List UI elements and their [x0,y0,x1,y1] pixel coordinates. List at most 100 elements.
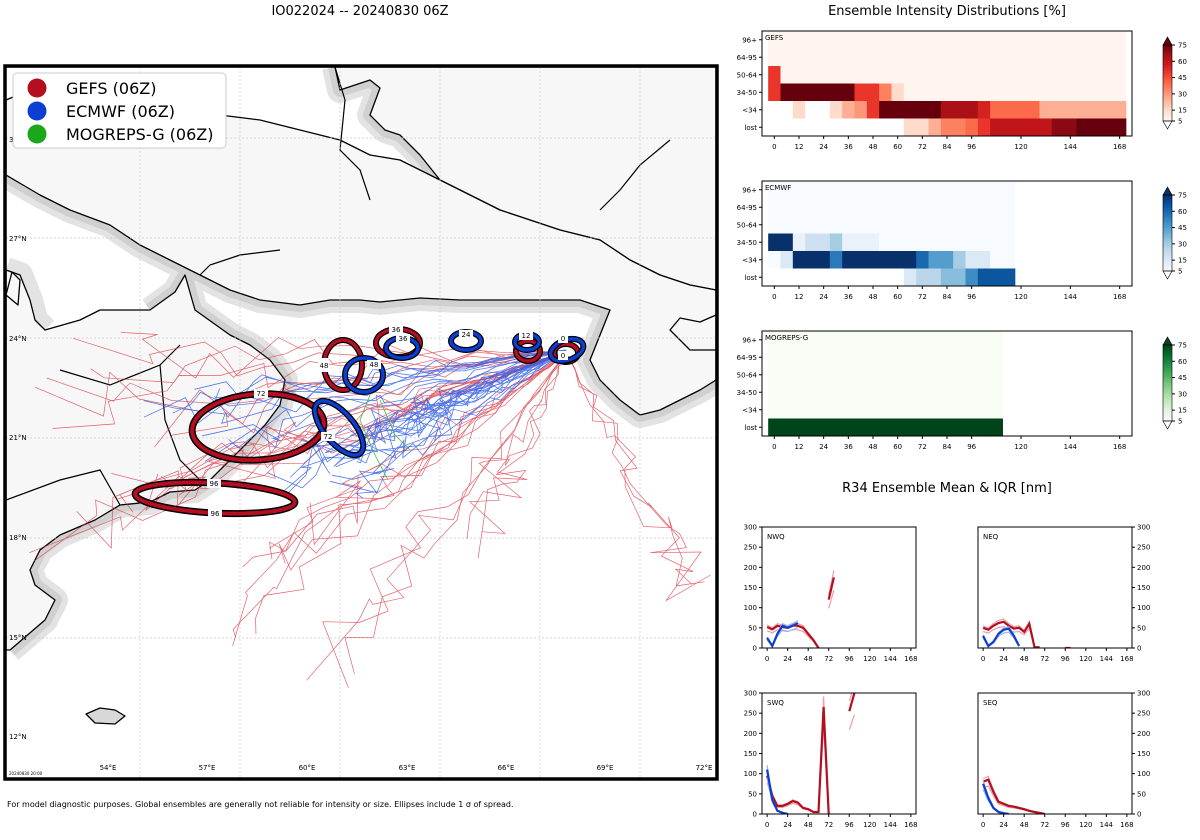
heatmap-cell [768,401,781,419]
lon-label: 63°E [399,764,416,772]
land-india [669,314,716,351]
ensemble-track [565,352,711,602]
heatmap-cell [891,66,905,84]
ecmwf-hour-label: 72 [324,433,333,441]
heatmap-cell [817,233,831,252]
x-tick-label: 72 [1040,821,1049,829]
colorbar-segment [1163,263,1172,267]
x-tick-label: 144 [1064,143,1078,151]
track-map[interactable]: 72 96 96 48 36 12 0 72 48 36 24 0 30°N [0,60,720,784]
heatmap-cell [866,418,880,437]
heatmap-cell [842,31,855,49]
heatmap-cell [780,331,794,349]
ecmwf-hour-label: 0 [561,352,565,360]
colorbar-tick-label: 5 [1178,268,1182,276]
heatmap-cell [792,181,806,199]
heatmap-cell [891,366,905,384]
colorbar-segment [1163,62,1172,66]
colorbar-tick-label: 60 [1178,208,1187,216]
colorbar-segment [1163,248,1172,252]
colorbar-segment [1163,207,1172,211]
y-tick-label: <34 [742,106,757,114]
heatmap-cell [854,181,868,199]
r34-ecmwf-mean-line [982,627,1021,648]
legend-marker-mogreps [27,124,47,144]
y-tick-label: 200 [744,730,757,738]
heatmap-cell [780,268,794,287]
heatmap-cell [953,31,966,49]
heatmap-cell [854,216,868,234]
legend-marker-ecmwf [27,101,47,121]
x-tick-label: 168 [1120,655,1133,663]
heatmap-cell [940,48,954,67]
heatmap-cell [903,418,917,437]
x-tick-label: 24 [819,143,828,151]
heatmap-cell [977,348,991,367]
heatmap-cell [1039,31,1053,49]
heatmap-cell [965,181,979,199]
heatmap-cell [965,118,979,137]
gefs-ellipse-12-fill [514,339,542,363]
heatmap-cell [916,418,929,437]
heatmap-cell [940,66,954,84]
heatmap-cell [879,83,892,102]
colorbar-segment [1163,217,1172,221]
heatmap-cell [805,198,818,217]
r34-plot-area [978,693,1132,814]
heatmap-cell [1051,31,1065,49]
heatmap-cell [1064,66,1077,84]
heatmap-cell [854,66,868,84]
colorbar-segment [1163,197,1172,201]
heatmap-cell [854,31,868,49]
ecmwf-hour-label: 48 [370,361,379,369]
heatmap-cell [829,268,843,287]
colorbar-segment [1163,395,1172,399]
heatmap-cell [928,101,942,119]
intensity-heatmaps[interactable]: GEFS 96+ 64-95 50-64 34-50 <34 lost 0 12 24 36 48 60… [720,20,1200,460]
heatmap-cell [1002,118,1016,137]
x-tick-label: 144 [1100,655,1114,663]
x-tick-label: 120 [863,655,876,663]
heatmap-cell [940,181,954,199]
y-tick-label: 96+ [742,36,757,44]
colorbar-segment [1163,77,1172,81]
heatmap-cell [953,366,966,384]
heatmap-cell [965,233,979,252]
heatmap-cell [768,268,781,287]
heatmap-cell [965,83,979,102]
colorbar-segment [1163,110,1172,114]
heatmap-cell [854,101,868,119]
ensemble-track [333,349,567,467]
heatmap-cell [1027,48,1040,67]
heatmap-cell [829,31,843,49]
colorbar-tick-label: 15 [1178,257,1187,265]
heatmap-cell [903,233,917,252]
heatmap-cell [879,233,892,252]
land-socotra [85,707,126,725]
x-tick-label: 0 [772,443,776,451]
heatmap-cell [805,366,818,384]
heatmap-cell [768,348,781,367]
x-tick-label: 168 [1120,821,1133,829]
heatmap-cell [842,331,855,349]
heatmap-cell [792,198,806,217]
heatmap-cell [953,348,966,367]
gefs-hour-label: 0 [561,335,565,343]
colorbar-tick-label: 30 [1178,90,1187,98]
heatmap-cell [1051,48,1065,67]
heatmap-cell [792,401,806,419]
x-tick-label: 48 [869,443,878,451]
heatmap-cell [965,418,979,437]
x-tick-label: 96 [845,821,854,829]
x-tick-label: 24 [819,293,828,301]
ensemble-track [322,352,567,688]
heatmap-gefs: GEFS 96+ 64-95 50-64 34-50 <34 lost 0 12 24 36 48 60… [737,30,1133,151]
heatmap-cell [780,83,794,102]
colorbar-segment [1163,398,1172,402]
heatmap-cell [817,101,831,119]
heatmap-cell [792,348,806,367]
heatmap-cell [928,401,942,419]
colorbar-segment [1163,118,1172,122]
lon-label: 54°E [100,764,117,772]
